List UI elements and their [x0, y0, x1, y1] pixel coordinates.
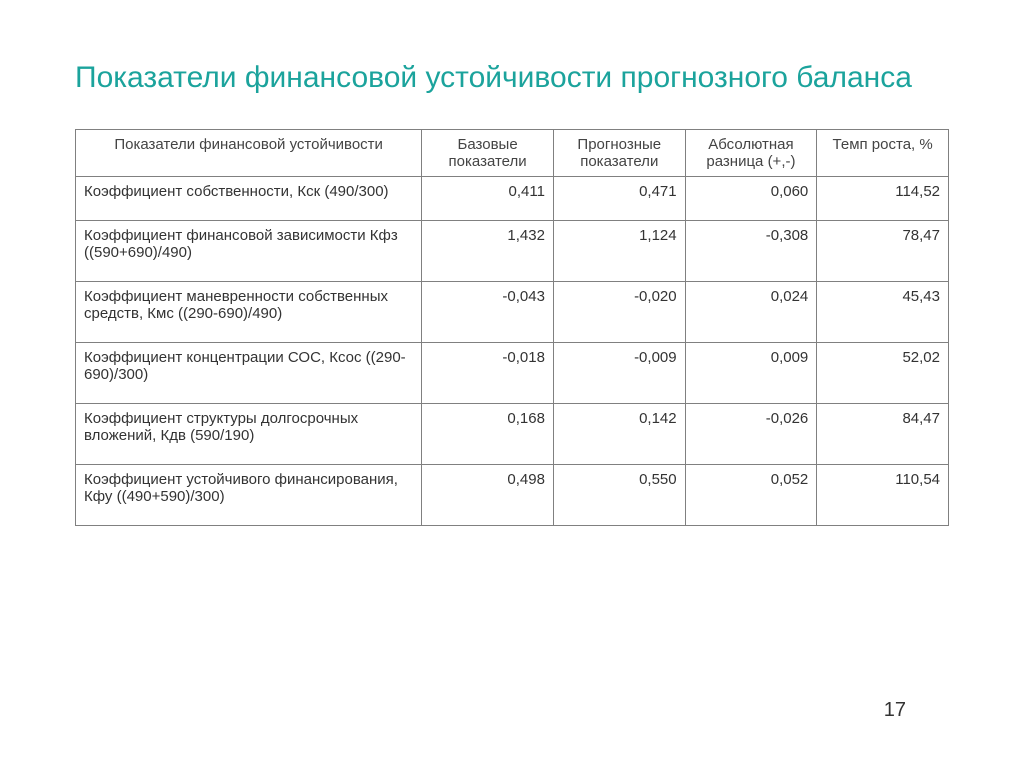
financial-table: Показатели финансовой устойчивости Базов… — [75, 129, 949, 526]
slide-container: Показатели финансовой устойчивости прогн… — [0, 0, 1024, 526]
cell-growth: 78,47 — [817, 221, 949, 282]
table-header-row: Показатели финансовой устойчивости Базов… — [76, 130, 949, 177]
cell-indicator: Коэффициент устойчивого финансирования, … — [76, 465, 422, 526]
slide-title: Показатели финансовой устойчивости прогн… — [75, 58, 949, 97]
cell-growth: 45,43 — [817, 282, 949, 343]
cell-base: -0,018 — [422, 343, 554, 404]
cell-growth: 110,54 — [817, 465, 949, 526]
page-number: 17 — [884, 699, 906, 722]
cell-indicator: Коэффициент концентрации СОС, Ксос ((290… — [76, 343, 422, 404]
cell-base: 0,411 — [422, 177, 554, 221]
cell-forecast: 1,124 — [553, 221, 685, 282]
cell-base: 0,168 — [422, 404, 554, 465]
cell-indicator: Коэффициент маневренности собственных ср… — [76, 282, 422, 343]
cell-growth: 52,02 — [817, 343, 949, 404]
cell-diff: 0,009 — [685, 343, 817, 404]
cell-base: 1,432 — [422, 221, 554, 282]
col-header-indicator: Показатели финансовой устойчивости — [76, 130, 422, 177]
cell-diff: 0,024 — [685, 282, 817, 343]
table-row: Коэффициент маневренности собственных ср… — [76, 282, 949, 343]
cell-diff: -0,308 — [685, 221, 817, 282]
table-row: Коэффициент финансовой зависимости Кфз (… — [76, 221, 949, 282]
cell-indicator: Коэффициент собственности, Кск (490/300) — [76, 177, 422, 221]
cell-forecast: -0,009 — [553, 343, 685, 404]
cell-diff: -0,026 — [685, 404, 817, 465]
table-row: Коэффициент устойчивого финансирования, … — [76, 465, 949, 526]
cell-diff: 0,052 — [685, 465, 817, 526]
cell-forecast: 0,142 — [553, 404, 685, 465]
col-header-base: Базовые показатели — [422, 130, 554, 177]
cell-growth: 114,52 — [817, 177, 949, 221]
table-row: Коэффициент структуры долгосрочных вложе… — [76, 404, 949, 465]
table-row: Коэффициент собственности, Кск (490/300)… — [76, 177, 949, 221]
cell-base: 0,498 — [422, 465, 554, 526]
cell-forecast: 0,550 — [553, 465, 685, 526]
cell-indicator: Коэффициент финансовой зависимости Кфз (… — [76, 221, 422, 282]
cell-forecast: -0,020 — [553, 282, 685, 343]
cell-growth: 84,47 — [817, 404, 949, 465]
col-header-forecast: Прогнозные показатели — [553, 130, 685, 177]
cell-diff: 0,060 — [685, 177, 817, 221]
col-header-growth: Темп роста, % — [817, 130, 949, 177]
cell-base: -0,043 — [422, 282, 554, 343]
col-header-diff: Абсолютная разница (+,-) — [685, 130, 817, 177]
cell-forecast: 0,471 — [553, 177, 685, 221]
cell-indicator: Коэффициент структуры долгосрочных вложе… — [76, 404, 422, 465]
table-row: Коэффициент концентрации СОС, Ксос ((290… — [76, 343, 949, 404]
